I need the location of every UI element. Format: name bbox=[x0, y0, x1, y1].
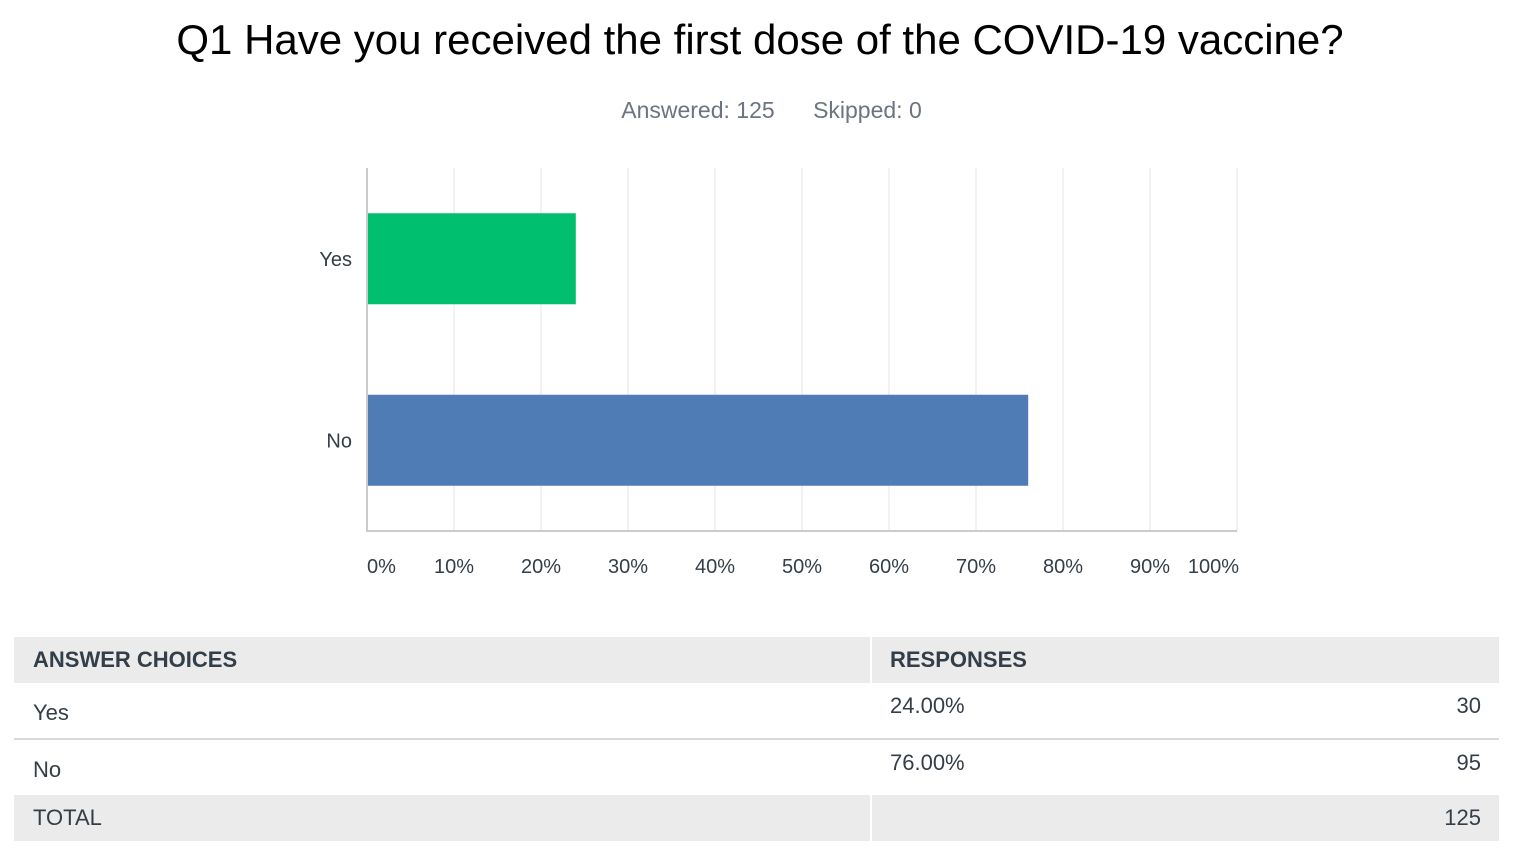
table-total-row: TOTAL 125 bbox=[14, 795, 1499, 841]
header-answer-choices: ANSWER CHOICES bbox=[14, 637, 870, 683]
answered-count: Answered: 125 bbox=[621, 97, 775, 123]
x-tick-label: 70% bbox=[956, 556, 996, 578]
chart-title: Q1 Have you received the first dose of t… bbox=[176, 16, 1344, 63]
x-tick-label: 50% bbox=[782, 556, 822, 578]
x-tick-label: 30% bbox=[608, 556, 648, 578]
row-percent: 24.00% bbox=[890, 693, 965, 718]
header-responses-label: RESPONSES bbox=[890, 647, 1027, 672]
category-label: Yes bbox=[319, 249, 352, 271]
row-count: 95 bbox=[1456, 750, 1481, 775]
row-choice: Yes bbox=[33, 700, 69, 725]
bar-no bbox=[368, 394, 1029, 486]
table-row: No 76.00% 95 bbox=[14, 740, 1499, 795]
total-value: 125 bbox=[1444, 805, 1481, 830]
response-stats: Answered: 125 Skipped: 0 bbox=[0, 97, 1513, 124]
x-tick-label: 10% bbox=[434, 556, 474, 578]
bar-chart: 0% 10% 20% 30% 40% 50% 60% 70% 80% 90% 100% Yes No bbox=[319, 168, 1239, 578]
x-tick-label: 60% bbox=[869, 556, 909, 578]
row-percent: 76.00% bbox=[890, 750, 965, 775]
total-cell: 125 bbox=[872, 795, 1499, 841]
row-response: 76.00% 95 bbox=[872, 740, 1499, 795]
responses-table: ANSWER CHOICES RESPONSES Yes 24.00% 30 N… bbox=[14, 637, 1499, 841]
x-tick-label: 40% bbox=[695, 556, 735, 578]
x-tick-label: 80% bbox=[1043, 556, 1083, 578]
row-choice: No bbox=[33, 757, 62, 782]
axes bbox=[366, 168, 1237, 532]
x-tick-label: 0% bbox=[367, 556, 396, 578]
axis-labels: 0% 10% 20% 30% 40% 50% 60% 70% 80% 90% 100% Yes No bbox=[319, 249, 1239, 578]
total-label: TOTAL bbox=[14, 795, 870, 841]
row-count: 30 bbox=[1456, 693, 1481, 718]
x-tick-label: 20% bbox=[521, 556, 561, 578]
x-tick-label: 100% bbox=[1188, 556, 1239, 578]
table-row: Yes 24.00% 30 bbox=[14, 683, 1499, 740]
row-response: 24.00% 30 bbox=[872, 683, 1499, 738]
x-tick-label: 90% bbox=[1130, 556, 1170, 578]
skipped-count: Skipped: 0 bbox=[813, 97, 922, 123]
header-responses: RESPONSES bbox=[872, 637, 1499, 683]
bar-yes bbox=[368, 213, 576, 305]
category-label: No bbox=[326, 430, 352, 452]
bars bbox=[368, 213, 1029, 486]
table-header-row: ANSWER CHOICES RESPONSES bbox=[14, 637, 1499, 683]
